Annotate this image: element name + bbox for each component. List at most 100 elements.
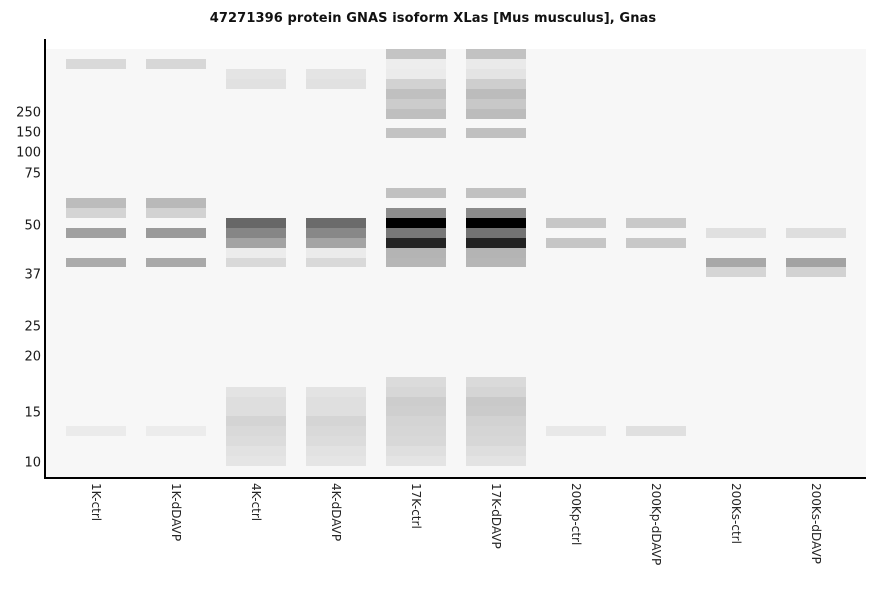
gel-band [386, 98, 446, 109]
lane-label-200Kp-ctrl: 200Kp-ctrl [569, 483, 583, 546]
y-tick-label-37: 37 [24, 267, 41, 283]
gel-band [386, 227, 446, 238]
gel-band [306, 78, 366, 89]
gel-band [226, 426, 286, 437]
gel-band [226, 446, 286, 457]
gel-band [386, 446, 446, 457]
gel-band [386, 456, 446, 467]
gel-band [466, 396, 526, 407]
gel-band [226, 217, 286, 228]
gel-band [466, 78, 526, 89]
gel-band [466, 128, 526, 139]
gel-band [466, 376, 526, 387]
gel-band [306, 217, 366, 228]
gel-band [466, 257, 526, 268]
gel-band [306, 436, 366, 447]
gel-band [146, 426, 206, 437]
gel-band [226, 396, 286, 407]
gel-band [466, 58, 526, 69]
gel-band [466, 406, 526, 417]
lane-label-4K-ctrl: 4K-ctrl [249, 483, 263, 522]
gel-band [226, 436, 286, 447]
lane-label-200Ks-dDAVP: 200Ks-dDAVP [809, 483, 823, 564]
gel-band [466, 237, 526, 248]
gel-band [386, 376, 446, 387]
gel-band [386, 68, 446, 79]
gel-band [466, 426, 526, 437]
y-tick-label-20: 20 [24, 349, 41, 365]
gel-band [626, 237, 686, 248]
gel-band [386, 217, 446, 228]
x-axis-line [44, 477, 866, 479]
gel-band [466, 416, 526, 427]
gel-band [306, 237, 366, 248]
gel-band [386, 207, 446, 218]
lane-label-4K-dDAVP: 4K-dDAVP [329, 483, 343, 542]
gel-band [386, 426, 446, 437]
y-tick-label-25: 25 [24, 319, 41, 335]
gel-band [786, 267, 846, 278]
gel-band [66, 207, 126, 218]
figure-title: 47271396 protein GNAS isoform XLas [Mus … [209, 11, 657, 26]
gel-band [466, 49, 526, 59]
gel-band [386, 396, 446, 407]
lane-label-17K-dDAVP: 17K-dDAVP [489, 483, 503, 549]
gel-band [386, 128, 446, 139]
gel-band [386, 386, 446, 397]
gel-band [466, 247, 526, 258]
lane-label-200Ks-ctrl: 200Ks-ctrl [729, 483, 743, 544]
gel-band [146, 58, 206, 69]
gel-band [626, 426, 686, 437]
gel-band [66, 227, 126, 238]
gel-band [386, 88, 446, 99]
gel-band [466, 108, 526, 119]
gel-band [706, 257, 766, 268]
gel-band [66, 426, 126, 437]
gel-band [66, 257, 126, 268]
gel-band [226, 456, 286, 467]
gel-band [226, 406, 286, 417]
gel-band [386, 257, 446, 268]
gel-band [306, 416, 366, 427]
gel-band [306, 68, 366, 79]
gel-band [146, 207, 206, 218]
gel-band [226, 78, 286, 89]
y-tick-label-15: 15 [24, 405, 41, 421]
y-tick-label-250: 250 [16, 105, 41, 121]
gel-band [146, 197, 206, 208]
gel-band [306, 456, 366, 467]
gel-band [466, 68, 526, 79]
gel-band [386, 108, 446, 119]
gel-band [226, 68, 286, 79]
gel-band [66, 197, 126, 208]
gel-band [306, 247, 366, 258]
gel-band [466, 98, 526, 109]
lane-label-1K-ctrl: 1K-ctrl [89, 483, 103, 522]
gel-band [306, 426, 366, 437]
gel-band [386, 58, 446, 69]
gel-band [786, 227, 846, 238]
gel-band [466, 386, 526, 397]
gel-band [386, 247, 446, 258]
lane-label-1K-dDAVP: 1K-dDAVP [169, 483, 183, 542]
gel-band [226, 237, 286, 248]
y-tick-label-50: 50 [24, 218, 41, 234]
gel-band [386, 49, 446, 59]
gel-band [626, 217, 686, 228]
gel-band [306, 446, 366, 457]
gel-band [306, 396, 366, 407]
gel-band [546, 237, 606, 248]
gel-band [226, 416, 286, 427]
y-tick-label-150: 150 [16, 125, 41, 141]
gel-band [146, 227, 206, 238]
gel-band [466, 217, 526, 228]
lane-label-200Kp-dDAVP: 200Kp-dDAVP [649, 483, 663, 566]
gel-band [466, 207, 526, 218]
gel-band [386, 406, 446, 417]
gel-band [386, 188, 446, 198]
gel-band [546, 426, 606, 437]
gel-band [386, 436, 446, 447]
gel-band [466, 88, 526, 99]
gel-band [66, 58, 126, 69]
